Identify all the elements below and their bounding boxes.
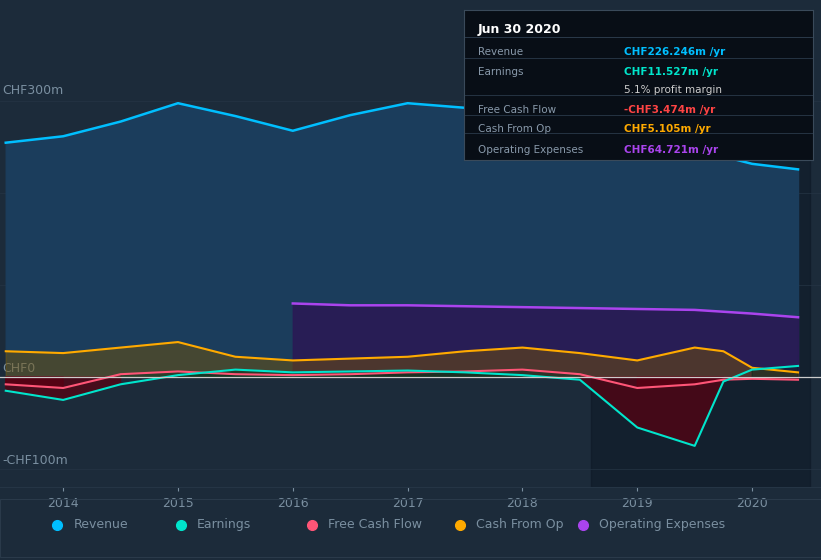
- Text: Earnings: Earnings: [197, 518, 251, 531]
- Bar: [591, 78, 810, 487]
- Text: Free Cash Flow: Free Cash Flow: [328, 518, 422, 531]
- Text: CHF300m: CHF300m: [2, 84, 64, 97]
- Text: Cash From Op: Cash From Op: [476, 518, 564, 531]
- Text: -CHF100m: -CHF100m: [2, 454, 68, 467]
- Text: 5.1% profit margin: 5.1% profit margin: [624, 85, 722, 95]
- Text: Earnings: Earnings: [478, 67, 523, 77]
- Text: CHF226.246m /yr: CHF226.246m /yr: [624, 47, 726, 57]
- Text: CHF0: CHF0: [2, 362, 35, 375]
- Text: Revenue: Revenue: [478, 47, 523, 57]
- Text: CHF5.105m /yr: CHF5.105m /yr: [624, 124, 711, 134]
- Text: Jun 30 2020: Jun 30 2020: [478, 23, 562, 36]
- Text: CHF64.721m /yr: CHF64.721m /yr: [624, 144, 718, 155]
- Text: -CHF3.474m /yr: -CHF3.474m /yr: [624, 105, 716, 115]
- Text: Free Cash Flow: Free Cash Flow: [478, 105, 556, 115]
- Text: Revenue: Revenue: [74, 518, 129, 531]
- Text: CHF11.527m /yr: CHF11.527m /yr: [624, 67, 718, 77]
- Text: Operating Expenses: Operating Expenses: [478, 144, 583, 155]
- Text: Operating Expenses: Operating Expenses: [599, 518, 726, 531]
- Text: Cash From Op: Cash From Op: [478, 124, 551, 134]
